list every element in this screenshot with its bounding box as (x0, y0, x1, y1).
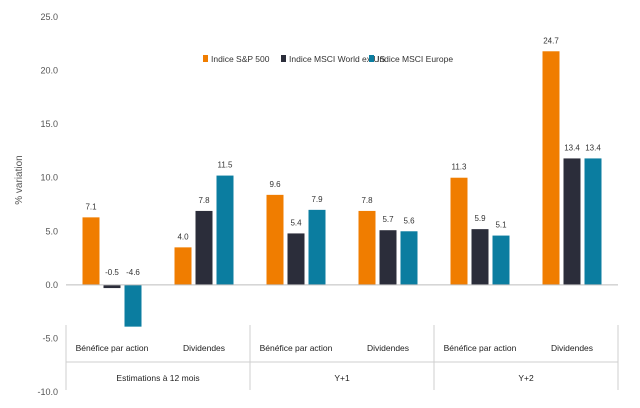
bar (471, 229, 489, 285)
bar (358, 210, 376, 285)
legend-label: Indice S&P 500 (211, 54, 270, 64)
y-tick-label: 0.0 (45, 280, 58, 290)
bar-value-label: 4.0 (177, 232, 189, 241)
y-tick-label: 10.0 (40, 173, 58, 183)
bar (492, 235, 510, 285)
bar-value-label: 11.5 (218, 161, 234, 170)
bar (308, 209, 326, 285)
bar-value-label: 13.4 (564, 143, 580, 152)
bar-value-label: 24.7 (543, 36, 559, 45)
bar (103, 284, 121, 289)
y-tick-label: -5.0 (42, 333, 58, 343)
y-tick-label: 5.0 (45, 226, 58, 236)
bar-value-label: 13.4 (585, 143, 601, 152)
bar-value-label: 5.6 (403, 216, 415, 225)
bar-value-label: 7.8 (198, 196, 210, 205)
bar-value-label: 7.8 (361, 196, 373, 205)
bar-value-label: 5.7 (382, 215, 394, 224)
bar-value-label: 5.4 (290, 218, 302, 227)
bar (195, 210, 213, 285)
bar (563, 158, 581, 285)
bar (287, 233, 305, 285)
bar-value-label: 7.1 (85, 202, 97, 211)
category-label: Dividendes (367, 343, 409, 353)
y-tick-label: 15.0 (40, 119, 58, 129)
bars (82, 51, 602, 327)
bar-value-label: 9.6 (269, 180, 281, 189)
bar (400, 231, 418, 285)
bar-value-label: -4.6 (126, 268, 140, 277)
bar (216, 175, 234, 285)
legend-swatch (203, 55, 208, 62)
bar (379, 230, 397, 285)
bar (124, 284, 142, 327)
legend-label: Indice MSCI Europe (377, 54, 453, 64)
y-axis-ticks: 25.0 20.0 15.0 10.0 5.0 0.0 -5.0 -10.0 (37, 12, 58, 397)
bar (82, 217, 100, 285)
legend-swatch (281, 55, 286, 62)
group-label: Y+1 (334, 373, 350, 383)
category-label: Dividendes (551, 343, 593, 353)
bar (174, 247, 192, 285)
group-label: Estimations à 12 mois (116, 373, 199, 383)
y-tick-label: -10.0 (37, 387, 58, 397)
y-axis-label: % variation (14, 155, 25, 204)
bar (542, 51, 560, 285)
category-label: Bénéfice par action (444, 343, 517, 353)
group-label: Y+2 (518, 373, 534, 383)
bar (450, 177, 468, 285)
bar (266, 194, 284, 285)
bar (584, 158, 602, 285)
bar-value-label: 11.3 (452, 163, 468, 172)
bar-value-label: 7.9 (311, 195, 323, 204)
bar-value-labels: 7.1 4.0 9.6 7.8 11.3 24.7 -0.5 7.8 5.4 5.7 5.9 13.4… (85, 36, 601, 277)
bar-value-label: 5.1 (495, 221, 507, 230)
y-tick-label: 25.0 (40, 12, 58, 22)
y-tick-label: 20.0 (40, 66, 58, 76)
category-label: Bénéfice par action (260, 343, 333, 353)
legend: Indice S&P 500 Indice MSCI World ex USInd… (203, 54, 453, 64)
x-axis: Bénéfice par action Dividendes Bénéfice pa… (65, 284, 619, 390)
legend-swatch (369, 55, 374, 62)
bar-value-label: 5.9 (474, 214, 486, 223)
category-label: Bénéfice par action (76, 343, 149, 353)
bar-value-label: -0.5 (105, 268, 119, 277)
legend-label: Indice MSCI World ex US (289, 54, 386, 64)
category-label: Dividendes (183, 343, 225, 353)
